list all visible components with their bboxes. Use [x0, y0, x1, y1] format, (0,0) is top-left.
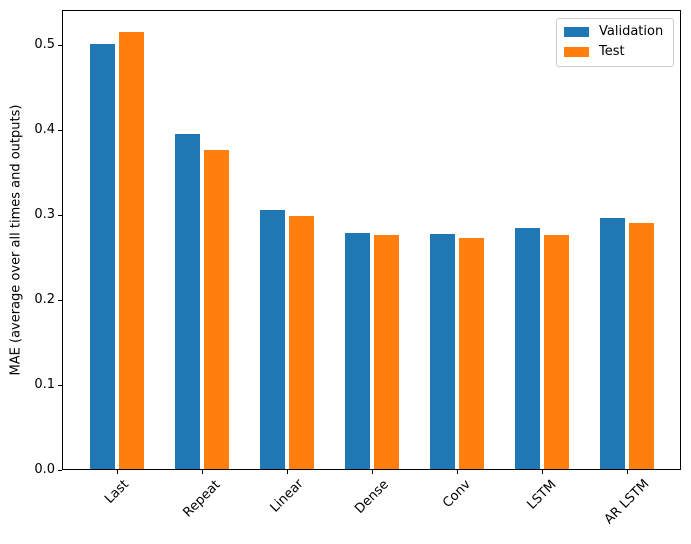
- legend-item-validation: Validation: [564, 25, 663, 39]
- x-tick-label: AR LSTM: [601, 477, 653, 528]
- x-tick-mark: [456, 470, 458, 474]
- test-swatch-icon: [564, 47, 589, 57]
- bar-validation-last: [89, 44, 116, 470]
- bar-test-lstm: [543, 235, 570, 470]
- x-tick-mark: [371, 470, 373, 474]
- y-axis-label: MAE (average over all times and outputs): [8, 104, 24, 376]
- validation-swatch-icon: [564, 27, 589, 37]
- x-tick-mark: [541, 470, 543, 474]
- bar-validation-lstm: [514, 227, 541, 470]
- y-tick-label: 0.1: [34, 377, 55, 392]
- bar-test-linear: [288, 215, 315, 470]
- legend: Validation Test: [556, 18, 675, 67]
- legend-label-test: Test: [599, 44, 625, 59]
- y-tick-label: 0.4: [34, 122, 55, 137]
- y-tick-mark: [58, 214, 62, 216]
- bar-validation-ar-lstm: [599, 217, 626, 470]
- y-tick-mark: [58, 129, 62, 131]
- x-tick-mark: [116, 470, 118, 474]
- bar-validation-repeat: [174, 134, 201, 470]
- x-tick-label: Last: [102, 476, 132, 507]
- y-tick-mark: [58, 44, 62, 46]
- x-tick-mark: [626, 470, 628, 474]
- bar-test-last: [118, 32, 145, 470]
- y-tick-label: 0.3: [34, 207, 55, 222]
- y-tick-mark: [58, 384, 62, 386]
- bar-validation-linear: [259, 209, 286, 470]
- bar-test-conv: [458, 237, 485, 470]
- x-tick-label: Linear: [267, 476, 307, 517]
- bar-validation-dense: [344, 232, 371, 470]
- x-tick-mark: [201, 470, 203, 474]
- x-tick-mark: [286, 470, 288, 474]
- plot-area: [62, 10, 681, 470]
- bar-validation-conv: [429, 233, 456, 470]
- x-tick-label: Repeat: [180, 477, 224, 521]
- x-tick-label: Dense: [352, 476, 392, 517]
- y-tick-mark: [58, 469, 62, 471]
- x-tick-label: LSTM: [524, 477, 560, 513]
- y-tick-label: 0.0: [34, 462, 55, 477]
- legend-item-test: Test: [564, 45, 663, 59]
- bar-test-repeat: [203, 149, 230, 470]
- y-tick-label: 0.5: [34, 37, 55, 53]
- y-tick-mark: [58, 299, 62, 301]
- x-tick-label: Conv: [440, 477, 474, 511]
- bar-test-ar-lstm: [628, 222, 655, 470]
- legend-label-validation: Validation: [599, 24, 664, 39]
- y-tick-label: 0.2: [34, 292, 55, 307]
- bar-test-dense: [373, 235, 400, 470]
